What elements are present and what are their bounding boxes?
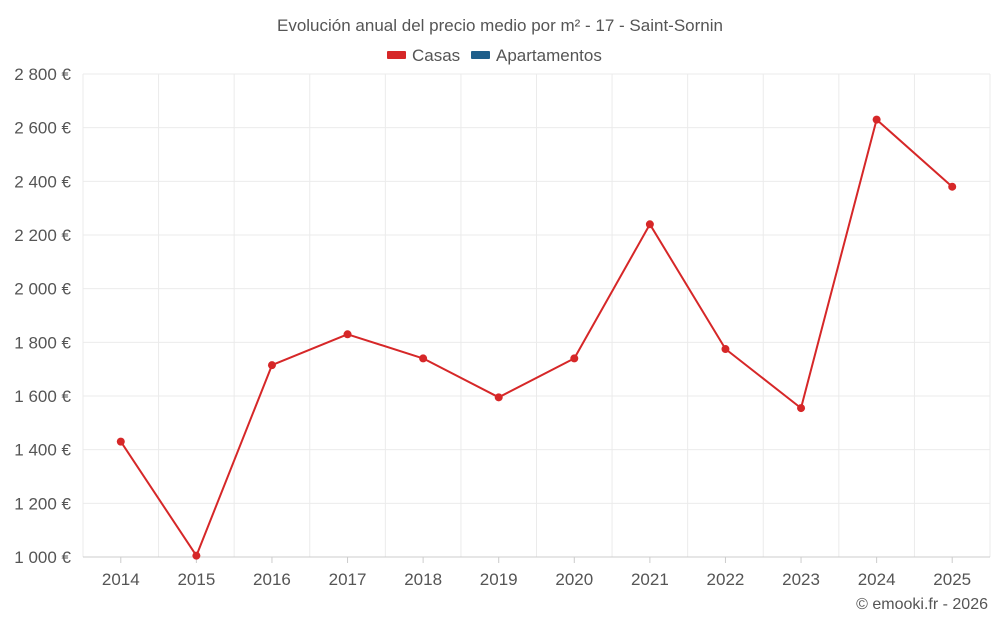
- data-point-casas-2020[interactable]: [570, 354, 579, 363]
- data-point-casas-2025[interactable]: [948, 182, 957, 191]
- x-tick-label: 2018: [404, 570, 442, 589]
- x-axis-ticks: 2014 2015 2016 2017 2018 2019 2020 2021 2022 2023…: [102, 557, 971, 589]
- y-tick-label: 1 000 €: [14, 548, 71, 567]
- legend-swatch-apartamentos: [471, 51, 490, 59]
- legend-item-apartamentos[interactable]: Apartamentos: [471, 46, 602, 65]
- y-tick-label: 1 600 €: [14, 387, 71, 406]
- series-casas: [116, 115, 957, 560]
- y-tick-label: 2 000 €: [14, 280, 71, 299]
- x-tick-label: 2021: [631, 570, 669, 589]
- x-tick-label: 2015: [177, 570, 215, 589]
- credit-text: © emooki.fr - 2026: [856, 596, 988, 613]
- x-tick-label: 2022: [707, 570, 745, 589]
- data-point-casas-2019[interactable]: [494, 393, 503, 402]
- data-point-casas-2015[interactable]: [192, 551, 201, 560]
- legend-item-casas[interactable]: Casas: [387, 46, 460, 65]
- x-tick-label: 2023: [782, 570, 820, 589]
- x-tick-label: 2024: [858, 570, 896, 589]
- legend-label-apartamentos: Apartamentos: [496, 46, 602, 65]
- data-point-casas-2021[interactable]: [645, 220, 654, 229]
- x-tick-label: 2019: [480, 570, 518, 589]
- data-point-casas-2018[interactable]: [419, 354, 428, 363]
- y-tick-label: 1 200 €: [14, 494, 71, 513]
- y-tick-label: 2 800 €: [14, 65, 71, 84]
- series-line-casas: [119, 118, 953, 557]
- data-point-casas-2023[interactable]: [797, 404, 806, 413]
- grid: [82, 73, 991, 558]
- data-point-casas-2024[interactable]: [872, 115, 881, 124]
- legend-swatch-casas: [387, 51, 406, 59]
- x-tick-label: 2025: [933, 570, 971, 589]
- x-tick-label: 2016: [253, 570, 291, 589]
- x-tick-label: 2017: [329, 570, 367, 589]
- y-axis-ticks: 1 000 € 1 200 € 1 400 € 1 600 € 1 800 € 2 000…: [14, 65, 71, 567]
- chart-title: Evolución anual del precio medio por m² …: [277, 16, 723, 35]
- data-point-casas-2022[interactable]: [721, 345, 730, 354]
- y-tick-label: 1 800 €: [14, 333, 71, 352]
- data-point-casas-2017[interactable]: [343, 330, 352, 339]
- y-tick-label: 1 400 €: [14, 441, 71, 460]
- legend-label-casas: Casas: [412, 46, 460, 65]
- data-point-casas-2014[interactable]: [116, 437, 125, 446]
- y-tick-label: 2 400 €: [14, 172, 71, 191]
- data-point-casas-2016[interactable]: [267, 361, 276, 370]
- x-tick-label: 2014: [102, 570, 140, 589]
- legend: Casas Apartamentos: [387, 46, 602, 65]
- y-tick-label: 2 200 €: [14, 226, 71, 245]
- y-tick-label: 2 600 €: [14, 119, 71, 138]
- x-tick-label: 2020: [555, 570, 593, 589]
